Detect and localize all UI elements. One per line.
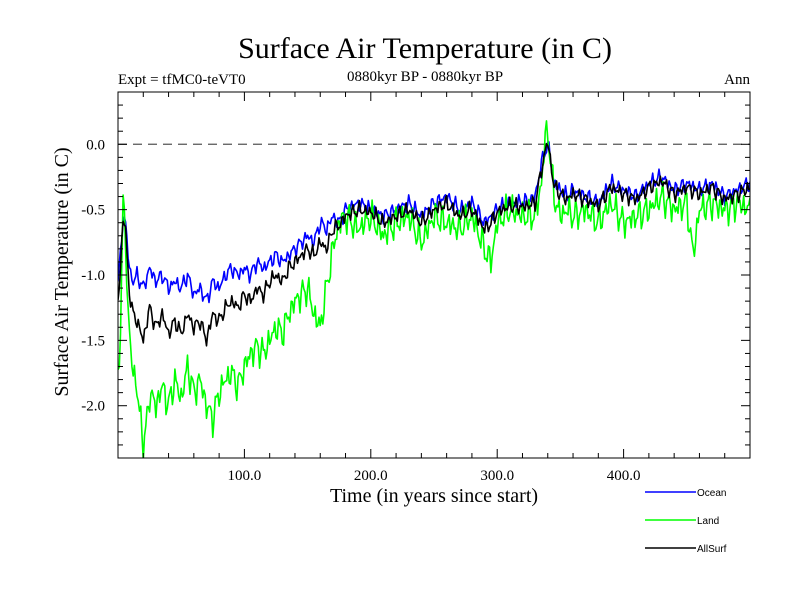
plot-frame xyxy=(117,91,751,459)
y-tick-label: -1.0 xyxy=(81,268,105,284)
x-tick-label: 300.0 xyxy=(480,468,514,484)
x-tick-label: 200.0 xyxy=(354,468,388,484)
period-label: 0880kyr BP - 0880kyr BP xyxy=(347,69,503,85)
y-tick-label: -0.5 xyxy=(81,203,105,219)
y-tick-label: -1.5 xyxy=(81,333,105,349)
series-line-allsurf xyxy=(118,142,750,347)
legend-label-ocean: Ocean xyxy=(697,488,726,499)
chart-title: Surface Air Temperature (in C) xyxy=(238,32,612,65)
experiment-label: Expt = tfMC0-teVT0 xyxy=(118,72,246,88)
season-label: Ann xyxy=(724,72,750,88)
x-tick-label: 100.0 xyxy=(228,468,262,484)
legend-label-land: Land xyxy=(697,516,719,527)
y-axis-label: Surface Air Temperature (in C) xyxy=(51,147,73,396)
x-tick-label: 400.0 xyxy=(607,468,641,484)
y-tick-label: -2.0 xyxy=(81,399,105,415)
y-tick-label: 0.0 xyxy=(86,137,105,153)
series-line-land xyxy=(118,120,750,458)
legend-label-allsurf: AllSurf xyxy=(697,544,727,555)
x-axis-label: Time (in years since start) xyxy=(330,485,538,507)
